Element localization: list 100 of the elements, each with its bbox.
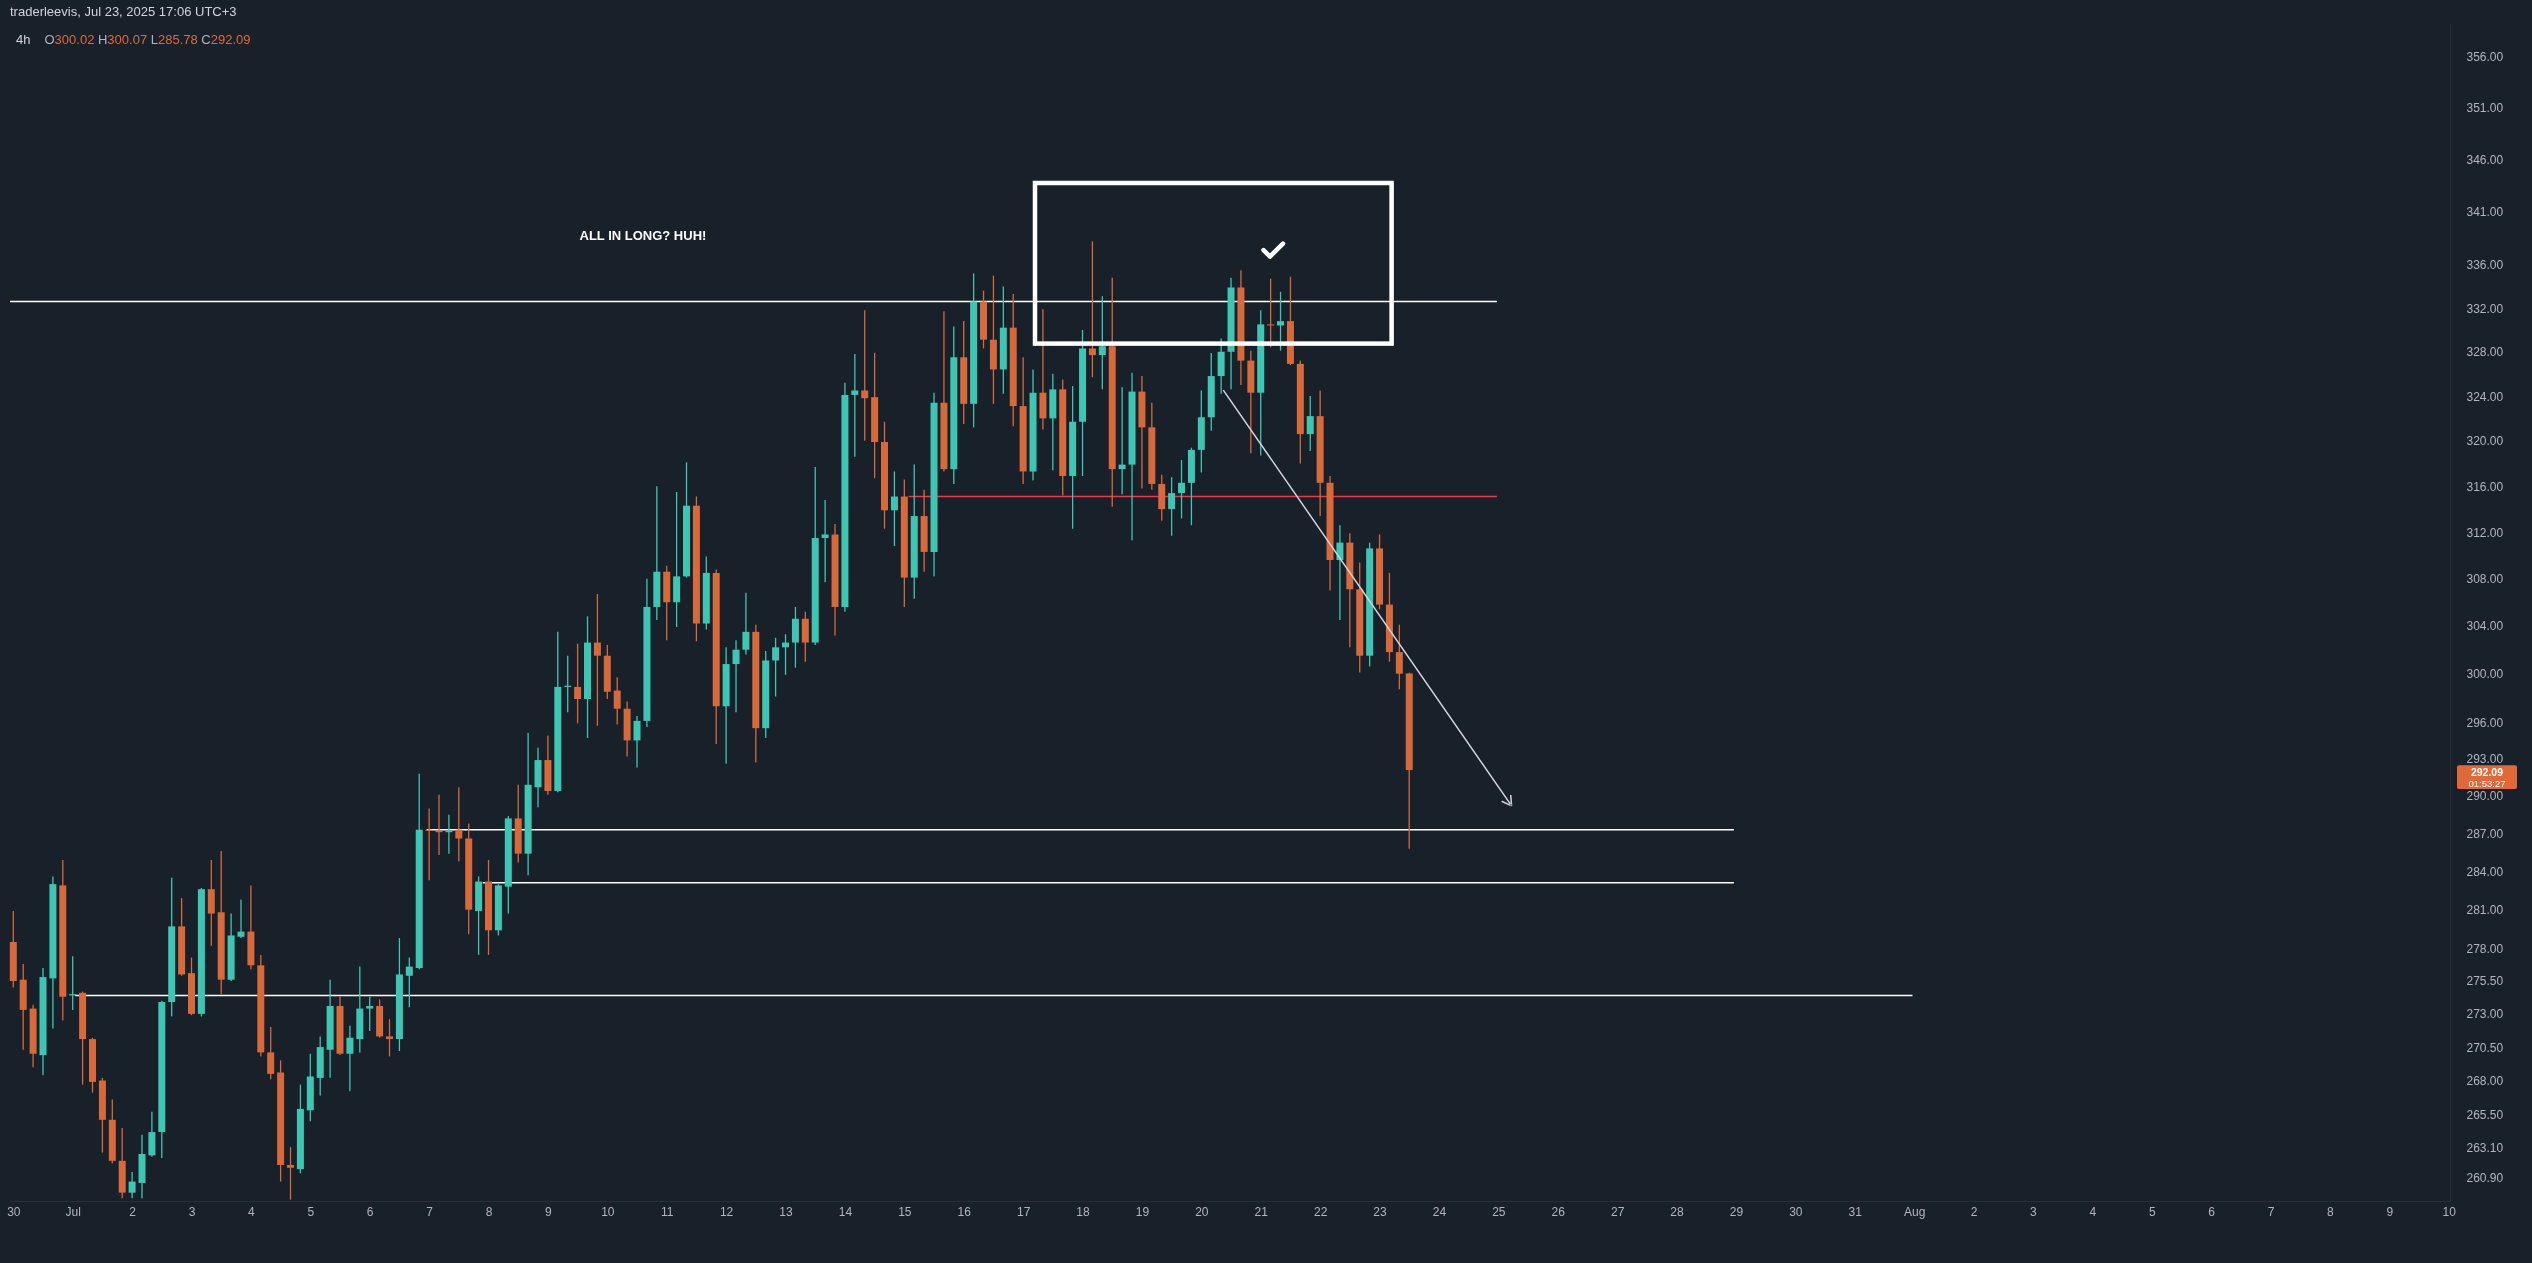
candlestick	[801, 611, 809, 663]
x-tick-label: 10	[2442, 1204, 2457, 1219]
y-tick-label: 328.00	[2466, 345, 2504, 360]
candlestick	[1395, 624, 1403, 690]
x-tick-label: 4	[248, 1204, 256, 1219]
x-tick-label: Jul	[65, 1204, 81, 1219]
candlestick	[1088, 240, 1096, 378]
y-tick-label: 324.00	[2466, 389, 2504, 404]
candlestick	[791, 606, 799, 669]
candlestick	[455, 786, 463, 862]
y-tick-label: 308.00	[2466, 572, 2504, 587]
candlestick	[613, 676, 621, 726]
x-tick-label: 30	[1789, 1204, 1803, 1219]
x-tick-label: 11	[660, 1204, 674, 1219]
text: 4h	[16, 32, 31, 47]
candlestick	[287, 1146, 295, 1201]
y-tick-label: 312.00	[2466, 525, 2504, 540]
y-tick-label: 293.00	[2466, 752, 2504, 767]
candlestick	[772, 637, 780, 698]
x-tick-label: 10	[601, 1204, 615, 1219]
candlestick	[366, 996, 374, 1032]
candlestick	[237, 898, 245, 939]
y-tick-label: 300.00	[2466, 667, 2504, 682]
x-tick-label: 4	[2089, 1204, 2097, 1219]
x-tick-label: 7	[426, 1204, 434, 1219]
y-tick-label: 268.00	[2466, 1074, 2504, 1089]
candlestick	[633, 715, 641, 769]
candlestick	[1098, 295, 1106, 391]
y-tick-label: 320.00	[2466, 434, 2504, 449]
y-tick-label: 356.00	[2466, 49, 2504, 64]
x-tick-label: 30	[7, 1204, 21, 1219]
candlestick	[742, 592, 750, 656]
y-tick-label: 278.00	[2466, 941, 2504, 956]
x-tick-label: 16	[957, 1204, 972, 1219]
text: 01:53:27	[2468, 777, 2506, 789]
x-tick-label: 3	[188, 1204, 196, 1219]
x-tick-label: 18	[1076, 1204, 1091, 1219]
x-tick-label: 2	[129, 1204, 137, 1219]
y-tick-label: 281.00	[2466, 903, 2504, 918]
x-tick-label: 25	[1492, 1204, 1506, 1219]
y-tick-label: 275.50	[2466, 974, 2504, 989]
chart-title: traderleevis, Jul 23, 2025 17:06 UTC+3	[10, 4, 237, 20]
x-tick-label: 9	[2386, 1204, 2394, 1219]
y-tick-label: 273.00	[2466, 1007, 2504, 1022]
x-tick-label: 13	[779, 1204, 794, 1219]
candlestick	[1168, 476, 1176, 537]
candlestick	[405, 956, 413, 1008]
x-tick-label: 14	[838, 1204, 853, 1219]
x-tick-label: 3	[2030, 1204, 2038, 1219]
x-tick-label: 27	[1610, 1204, 1625, 1219]
y-tick-label: 296.00	[2466, 715, 2504, 730]
candlestick	[890, 470, 898, 547]
y-tick-label: 265.50	[2466, 1107, 2504, 1122]
x-tick-label: 19	[1135, 1204, 1150, 1219]
x-tick-label: 5	[2148, 1204, 2156, 1219]
x-tick-label: 29	[1729, 1204, 1744, 1219]
candlestick	[267, 1026, 275, 1080]
x-tick-label: 12	[719, 1204, 734, 1219]
x-tick-label: 8	[485, 1204, 493, 1219]
x-tick-label: 28	[1670, 1204, 1685, 1219]
x-tick-label: 21	[1254, 1204, 1269, 1219]
candlestick	[148, 1111, 156, 1158]
candlestick	[128, 1171, 136, 1199]
candlestick	[346, 1025, 354, 1092]
y-tick-label: 336.00	[2466, 258, 2504, 273]
candlestick	[732, 639, 740, 714]
y-tick-label: 284.00	[2466, 864, 2504, 879]
candlestick	[386, 1018, 394, 1058]
annotation: ALL IN LONG? HUH!	[579, 228, 707, 244]
x-tick-label: 5	[307, 1204, 315, 1219]
candlestick	[1306, 395, 1314, 452]
y-tick-label: 263.10	[2466, 1140, 2504, 1155]
candlestick	[861, 309, 869, 442]
x-tick-label: Aug	[1903, 1204, 1926, 1219]
y-tick-label: 332.00	[2466, 301, 2504, 316]
x-tick-label: 31	[1848, 1204, 1863, 1219]
x-tick-label: 15	[898, 1204, 912, 1219]
x-tick-label: 26	[1551, 1204, 1566, 1219]
x-tick-label: 23	[1373, 1204, 1388, 1219]
y-tick-label: 351.00	[2466, 100, 2504, 115]
candlestick	[593, 593, 601, 727]
x-tick-label: 17	[1016, 1204, 1031, 1219]
x-tick-label: 6	[2208, 1204, 2216, 1219]
x-tick-label: 7	[2267, 1204, 2275, 1219]
candlestick	[574, 643, 582, 724]
y-tick-label: 341.00	[2466, 205, 2504, 220]
y-tick-label: 346.00	[2466, 152, 2504, 167]
x-tick-label: 22	[1313, 1204, 1328, 1219]
annotation: O300.02 H300.07 L285.78 C292.09	[44, 32, 251, 47]
text: 292.09	[2470, 765, 2504, 778]
x-tick-label: 24	[1432, 1204, 1447, 1219]
candlestick	[851, 353, 859, 458]
y-tick-label: 270.50	[2466, 1040, 2504, 1055]
x-tick-label: 20	[1195, 1204, 1209, 1219]
candlestick	[1178, 459, 1186, 519]
x-tick-label: 8	[2327, 1204, 2335, 1219]
x-tick-label: 9	[545, 1204, 553, 1219]
candlestick	[1277, 291, 1285, 352]
y-tick-label: 260.90	[2466, 1170, 2504, 1185]
y-tick-label: 304.00	[2466, 619, 2504, 634]
